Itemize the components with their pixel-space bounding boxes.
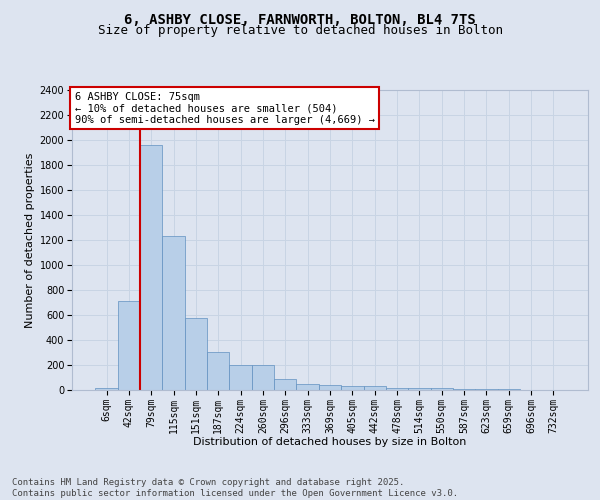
Text: Size of property relative to detached houses in Bolton: Size of property relative to detached ho… [97,24,503,37]
Bar [252,365,274,390]
Text: Contains HM Land Registry data © Crown copyright and database right 2025.
Contai: Contains HM Land Registry data © Crown c… [12,478,458,498]
Bar [296,384,319,390]
Bar [274,380,296,390]
Bar [364,386,386,390]
X-axis label: Distribution of detached houses by size in Bolton: Distribution of detached houses by size … [193,437,467,447]
Text: 6, ASHBY CLOSE, FARNWORTH, BOLTON, BL4 7TS: 6, ASHBY CLOSE, FARNWORTH, BOLTON, BL4 7… [124,12,476,26]
Bar [386,388,408,390]
Bar [207,352,229,390]
Bar [95,388,118,390]
Bar [408,388,431,390]
Y-axis label: Number of detached properties: Number of detached properties [25,152,35,328]
Bar [185,318,207,390]
Bar [118,301,140,390]
Bar [431,388,453,390]
Bar [341,386,364,390]
Text: 6 ASHBY CLOSE: 75sqm
← 10% of detached houses are smaller (504)
90% of semi-deta: 6 ASHBY CLOSE: 75sqm ← 10% of detached h… [74,92,374,124]
Bar [163,236,185,390]
Bar [140,145,163,390]
Bar [319,385,341,390]
Bar [229,365,252,390]
